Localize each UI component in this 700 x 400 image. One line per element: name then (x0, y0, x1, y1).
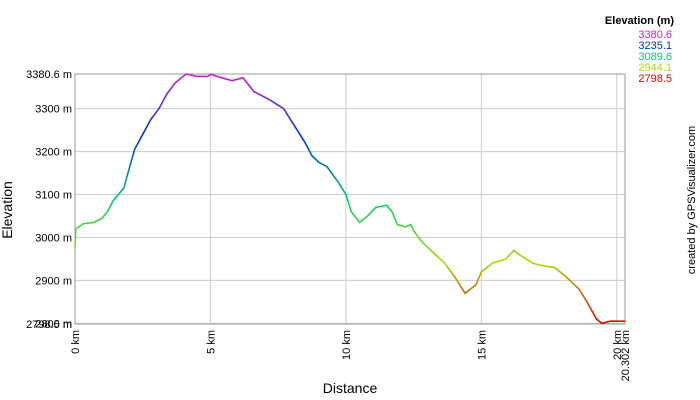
legend-value: 3380.6 (638, 29, 672, 41)
y-tick-label: 2800 m (35, 318, 72, 330)
x-tick-label: 20 km (612, 330, 624, 360)
x-tick-label: 5 km (205, 330, 217, 354)
y-tick-label: 2900 m (35, 275, 72, 287)
y-tick-label: 3100 m (35, 190, 72, 202)
credit: created by GPSVisualizer.com (686, 126, 698, 274)
y-tick-label: 3300 m (35, 104, 72, 116)
elevation-line (74, 73, 625, 325)
legend-title: Elevation (m) (605, 15, 674, 27)
x-axis-label: Distance (323, 380, 378, 396)
legend-value: 3235.1 (638, 40, 672, 52)
y-tick-label: 3380.6 m (26, 69, 72, 81)
x-tick-label: 0 km (70, 330, 82, 354)
x-tick-label: 15 km (476, 330, 488, 360)
y-tick-label: 2798.5 m (26, 319, 72, 331)
x-tick-label: 10 km (341, 330, 353, 360)
y-axis-label: Elevation (0, 181, 15, 239)
legend-value: 3089.6 (638, 51, 672, 63)
x-tick-label: 20.302 km (620, 330, 632, 381)
legend-value: 2798.5 (638, 73, 672, 85)
legend-value: 2944.1 (638, 62, 672, 74)
y-tick-label: 3000 m (35, 232, 72, 244)
plot-frame (74, 73, 626, 325)
y-tick-label: 3200 m (35, 147, 72, 159)
